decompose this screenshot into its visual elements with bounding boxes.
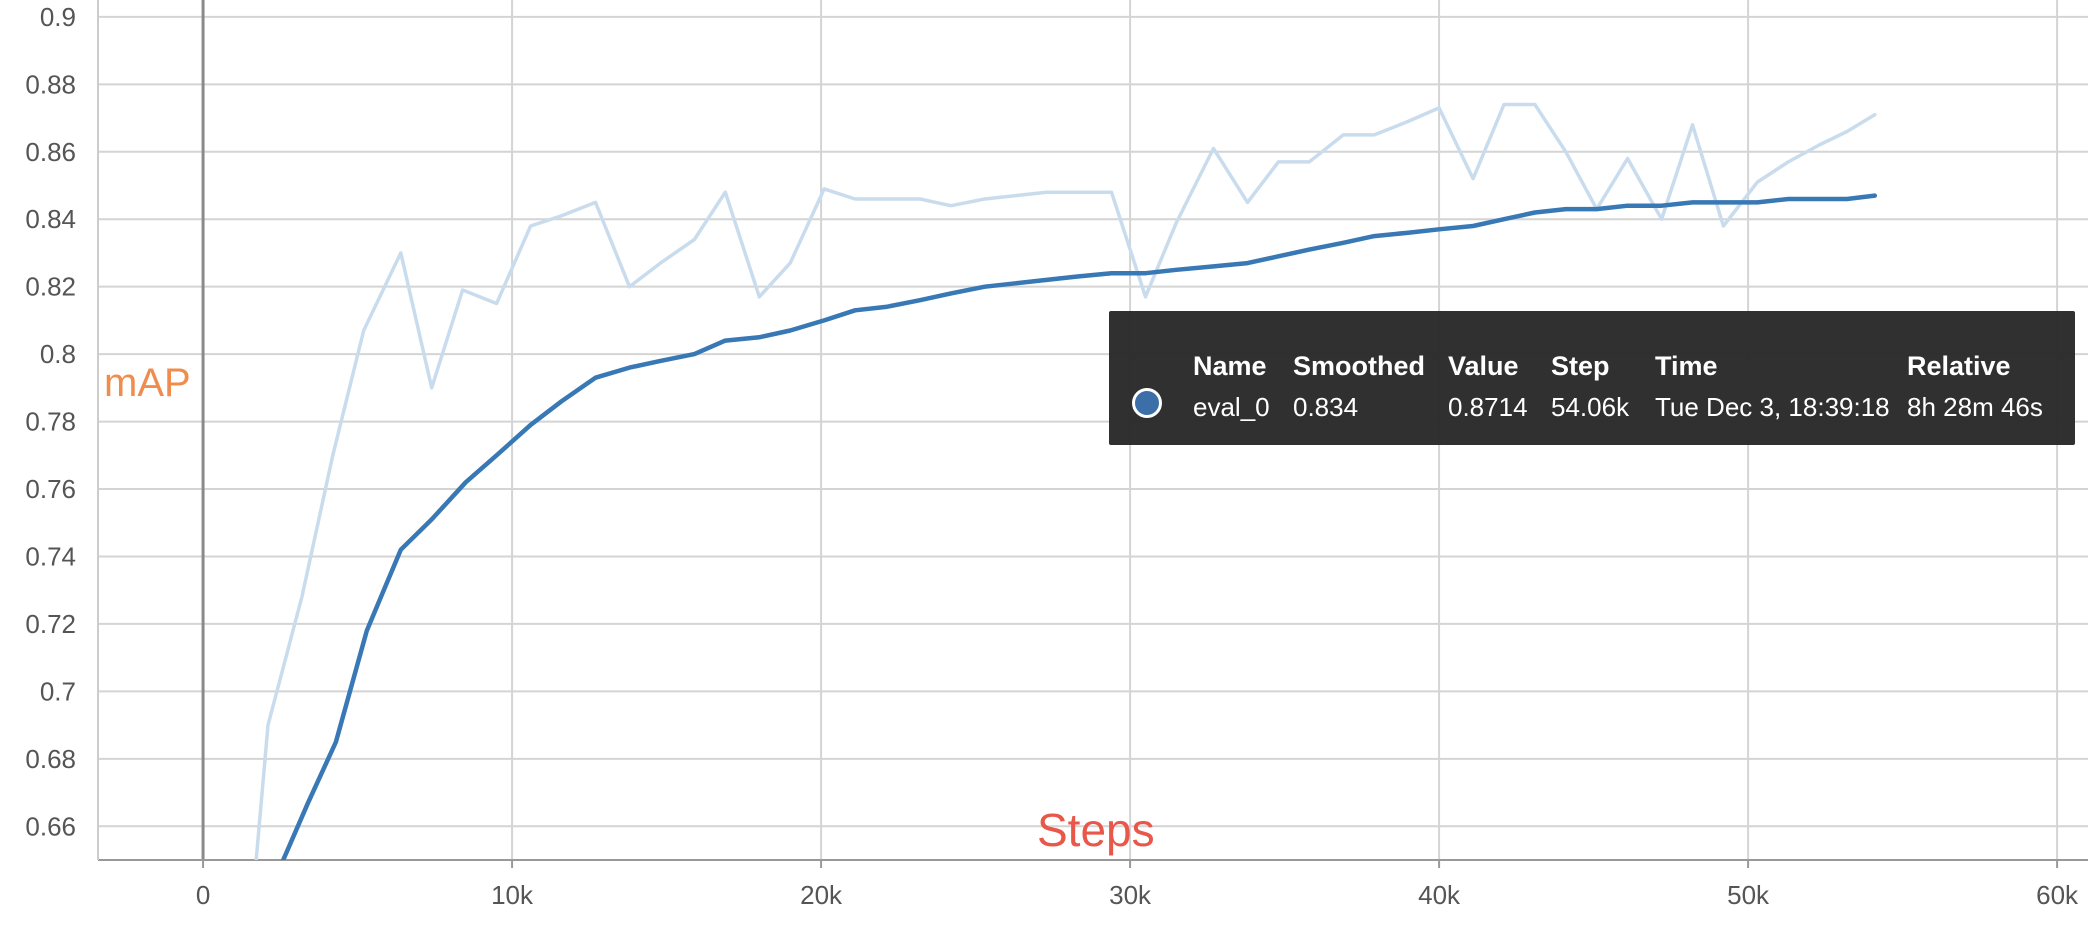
y-tick-label: 0.84 [25,204,76,234]
x-tick-label: 40k [1418,880,1461,910]
series-line-smoothed [280,193,1878,860]
x-tick-label: 30k [1109,880,1152,910]
tooltip-name-value: eval_0 [1193,392,1270,422]
hover-tooltip: Name Smoothed Value Step Time Relative e… [1109,311,2075,445]
tooltip-header-smoothed: Smoothed [1293,351,1425,381]
y-axis-title: mAP [104,361,191,405]
y-tick-label: 0.66 [25,811,76,841]
tooltip-raw-value: 0.8714 [1448,392,1528,422]
tooltip-header-step: Step [1551,351,1610,381]
tooltip-relative-value: 8h 28m 46s [1907,392,2043,422]
y-tick-label: 0.88 [25,69,76,99]
series-layer [254,102,1878,860]
y-tick-label: 0.7 [40,676,76,706]
tooltip-smoothed-value: 0.834 [1293,392,1359,422]
x-axis-title: Steps [1037,804,1155,856]
y-tick-label: 0.72 [25,609,76,639]
x-tick-label: 10k [491,880,534,910]
tooltip-header-time: Time [1655,351,1718,381]
series-color-swatch [1132,388,1162,418]
tooltip-header-relative: Relative [1907,351,2011,381]
tooltip-step-value: 54.06k [1551,392,1630,422]
tooltip-time-value: Tue Dec 3, 18:39:18 [1655,392,1890,422]
y-tick-label: 0.74 [25,541,76,571]
x-tick-label: 60k [2036,880,2079,910]
series-line-raw [254,102,1877,860]
x-tick-label: 50k [1727,880,1770,910]
tooltip-header-value: Value [1448,351,1519,381]
tooltip-header-name: Name [1193,351,1267,381]
axis-layer: 0.66 0.68 0.7 0.72 0.74 0.76 0.78 0.8 0.82 0.84 0.… [25,0,2088,910]
x-tick-label: 20k [800,880,843,910]
y-tick-label: 0.9 [40,2,76,32]
y-tick-label: 0.76 [25,474,76,504]
y-tick-label: 0.68 [25,744,76,774]
y-tick-label: 0.86 [25,137,76,167]
label-layer: mAP Steps [104,361,1155,856]
y-tick-label: 0.82 [25,272,76,302]
y-tick-label: 0.8 [40,339,76,369]
y-tick-label: 0.78 [25,407,76,437]
x-tick-label: 0 [196,880,210,910]
